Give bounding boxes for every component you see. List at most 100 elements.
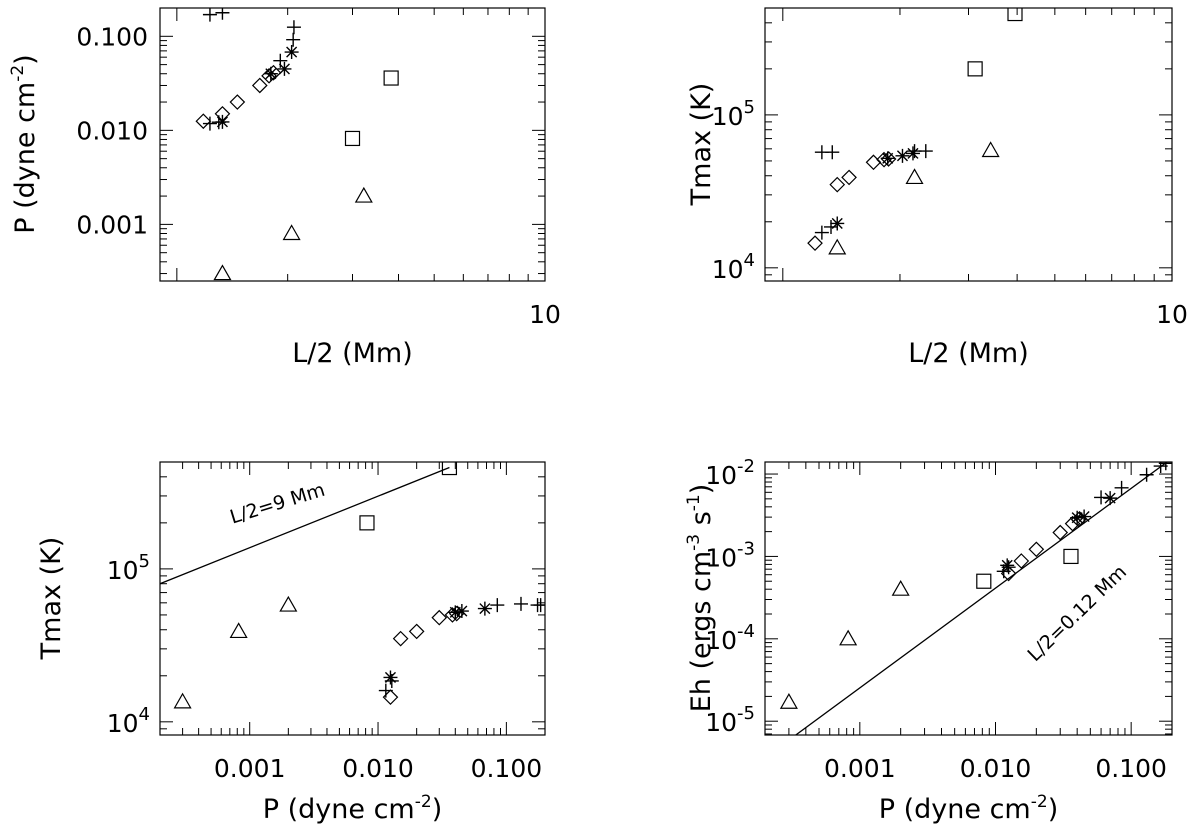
asterisk-marker (830, 216, 845, 231)
x-tick-label: 10 (1156, 300, 1188, 329)
y-axis-title-part: Tmax (K) (36, 537, 67, 661)
asterisk-marker (880, 151, 895, 166)
y-tick-label: 10-5 (705, 703, 755, 737)
plot-frame (159, 461, 546, 736)
diamond-marker (229, 94, 246, 110)
y-tick-label-base: 10 (705, 626, 737, 655)
triangle-marker (173, 692, 192, 709)
plus-marker (490, 598, 505, 613)
square-marker (1007, 8, 1023, 22)
square-marker (976, 573, 992, 589)
y-tick-label-base: 10 (712, 255, 744, 284)
axis-ticks (159, 461, 546, 735)
triangle-marker (354, 186, 373, 203)
asterisk-marker (1103, 491, 1118, 506)
diamond-marker (195, 113, 212, 130)
diamond-marker (265, 64, 282, 81)
diamond-marker (1052, 524, 1069, 541)
y-tick-label: 0.100 (76, 22, 148, 51)
asterisk-marker (477, 601, 492, 616)
x-tick-label: 0.010 (960, 754, 1032, 783)
y-axis-title-part: -3 (684, 534, 704, 551)
y-tick-label-exponent: -3 (737, 538, 755, 559)
y-tick-label: 105 (712, 97, 755, 131)
triangle-marker (981, 141, 1000, 158)
plus-marker (513, 596, 528, 611)
diamond-marker (382, 689, 399, 705)
y-tick-label: 104 (107, 704, 150, 738)
y-tick-label: 105 (107, 551, 150, 585)
diamond-marker (1013, 553, 1030, 569)
plus-marker (824, 219, 839, 234)
asterisk-marker (1077, 509, 1092, 524)
diamond-marker (865, 154, 882, 171)
asterisk-marker (277, 61, 292, 76)
asterisk-marker (284, 45, 299, 60)
asterisk-marker (1070, 510, 1085, 525)
y-tick-label-exponent: -5 (737, 703, 755, 724)
y-tick-label: 10-4 (705, 621, 755, 655)
triangle-marker (905, 168, 924, 185)
square-marker (441, 462, 458, 476)
asterisk-marker (383, 670, 398, 685)
data-points (195, 8, 399, 281)
y-tick-label-exponent: 5 (139, 551, 150, 572)
x-tick-label: 0.001 (824, 754, 896, 783)
y-axis-title-part: -2 (8, 65, 28, 82)
y-axis-title-part: Eh (ergs cm (686, 551, 717, 712)
y-axis-title-part: P (dyne cm (10, 82, 41, 234)
y-tick-label-exponent: 4 (139, 704, 150, 725)
plus-marker (286, 20, 301, 35)
x-axis-title-part: ) (432, 794, 443, 825)
x-axis-title: L/2 (Mm) (292, 338, 413, 369)
y-tick-label-base: 10 (107, 709, 139, 738)
triangle-marker (282, 224, 301, 241)
asterisk-marker (448, 605, 463, 620)
plot-frame (764, 461, 1173, 736)
y-axis-title-part: ) (10, 54, 41, 65)
diamond-marker (841, 169, 857, 186)
y-tick-label-base: 10 (712, 102, 744, 131)
y-tick-label-exponent: -4 (737, 621, 755, 642)
axis-ticks (159, 7, 546, 281)
x-axis-title-part: -2 (415, 792, 432, 812)
panel-top-left: 10 0.001 0.010 0.100 L/2 (Mm) P (dyne cm-2) (8, 7, 561, 369)
y-tick-label: 0.010 (76, 116, 148, 145)
y-tick-label: 10-2 (705, 456, 755, 490)
square-marker (1063, 548, 1079, 565)
diamond-marker (1028, 541, 1045, 558)
reference-line (160, 466, 450, 585)
asterisk-marker (454, 604, 469, 619)
asterisk-marker (895, 148, 910, 163)
diamond-marker (880, 151, 897, 167)
y-axis-title-part: ) (686, 484, 717, 495)
reference-line-label: L/2=9 Mm (227, 479, 327, 529)
reference-line (794, 462, 1169, 735)
x-tick-label: 0.010 (342, 754, 414, 783)
x-axis-title: P (dyne cm-2) (263, 792, 442, 825)
y-axis-title: Tmax (K) (686, 83, 717, 207)
triangle-marker (828, 238, 847, 255)
y-tick-label: 10-3 (705, 538, 755, 572)
x-tick-label: 0.001 (214, 754, 286, 783)
diamond-marker (251, 77, 268, 94)
data-points (807, 8, 1023, 255)
plus-marker (202, 8, 217, 22)
plus-marker (918, 144, 933, 159)
y-axis-title: P (dyne cm-2) (8, 54, 41, 233)
y-axis-title-part: Tmax (K) (686, 83, 717, 207)
plot-frame (764, 7, 1173, 282)
triangle-marker (229, 622, 248, 639)
plus-marker (533, 598, 545, 613)
y-tick-label: 0.001 (76, 210, 148, 239)
triangle-marker (779, 693, 798, 709)
x-axis-title: P (dyne cm-2) (879, 792, 1058, 825)
y-tick-label-base: 10 (705, 461, 737, 490)
diamond-marker (431, 609, 448, 626)
y-tick-label-base: 10 (705, 543, 737, 572)
data-points (779, 462, 1172, 709)
asterisk-marker (263, 66, 278, 81)
y-axis-title: Eh (ergs cm-3 s-1) (684, 484, 717, 713)
